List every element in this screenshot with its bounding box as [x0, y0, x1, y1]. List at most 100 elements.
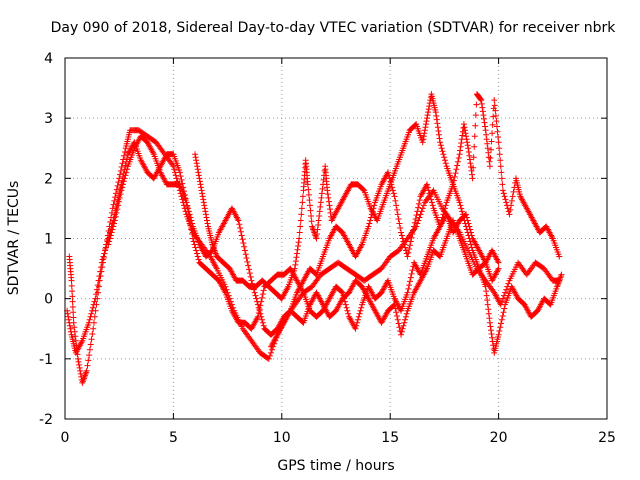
data-point: [122, 172, 129, 179]
data-point: [509, 193, 516, 200]
data-point: [183, 199, 190, 206]
data-point: [482, 127, 489, 134]
data-point: [113, 209, 120, 216]
data-point: [87, 341, 94, 348]
data-point: [189, 220, 196, 227]
data-point: [327, 209, 334, 216]
data-point: [439, 214, 446, 221]
data-point: [489, 334, 496, 341]
data-point: [97, 268, 104, 275]
data-point: [192, 151, 199, 158]
data-point: [185, 205, 192, 212]
data-point: [440, 211, 447, 218]
data-point: [427, 193, 434, 200]
data-point: [111, 220, 118, 227]
data-point: [318, 194, 325, 201]
data-point: [314, 230, 321, 237]
data-point: [238, 232, 245, 239]
data-point: [484, 140, 491, 147]
x-axis-label: GPS time / hours: [277, 458, 394, 474]
data-point: [109, 226, 116, 233]
data-points: [64, 91, 565, 386]
data-point: [429, 202, 436, 209]
data-point: [118, 187, 125, 194]
data-point: [484, 301, 491, 308]
data-point: [313, 235, 320, 242]
data-point: [200, 196, 207, 203]
data-point: [292, 258, 299, 265]
data-point: [176, 169, 183, 176]
data-point: [295, 243, 302, 250]
data-point: [327, 206, 334, 213]
data-point: [496, 145, 503, 152]
data-point: [500, 190, 507, 197]
axis-ticks: 0 5 10 15 20 25 -2 -1 0 1 2 3 4: [39, 51, 616, 446]
data-point: [101, 250, 108, 257]
data-point: [96, 273, 103, 280]
data-point: [420, 133, 427, 140]
data-point: [495, 265, 502, 272]
data-point: [111, 217, 118, 224]
data-point: [502, 289, 509, 296]
data-point: [420, 202, 427, 209]
data-point: [401, 241, 408, 248]
data-point: [291, 265, 298, 272]
data-point: [469, 175, 476, 182]
data-point: [324, 191, 331, 198]
data-point: [354, 316, 361, 323]
data-point: [408, 234, 415, 241]
data-point: [105, 241, 112, 248]
data-point: [433, 116, 440, 123]
data-point: [108, 229, 115, 236]
data-point: [393, 206, 400, 213]
data-point: [255, 304, 262, 311]
data-point: [461, 217, 468, 224]
data-point: [410, 227, 417, 234]
data-point: [392, 197, 399, 204]
data-point: [297, 217, 304, 224]
data-point: [485, 306, 492, 313]
data-point: [459, 132, 466, 139]
data-point: [391, 301, 398, 308]
data-point: [367, 217, 374, 224]
data-point: [500, 309, 507, 316]
data-point: [483, 288, 490, 295]
data-point: [192, 244, 199, 251]
data-point: [483, 131, 490, 138]
data-point: [432, 109, 439, 116]
data-point: [173, 175, 180, 182]
data-point: [194, 163, 201, 170]
data-point: [339, 289, 346, 296]
data-point: [459, 208, 466, 215]
y-axis-label: SDTVAR / TECUs: [6, 181, 22, 296]
data-point: [414, 208, 421, 215]
data-point: [393, 309, 400, 316]
data-point: [495, 139, 502, 146]
data-point: [392, 305, 399, 312]
data-point: [437, 142, 444, 149]
data-point: [244, 258, 251, 265]
data-point: [69, 303, 76, 310]
data-point: [464, 139, 471, 146]
data-point: [84, 362, 91, 369]
data-point: [441, 157, 448, 164]
data-point: [483, 136, 490, 143]
data-point: [305, 191, 312, 198]
data-point: [508, 197, 515, 204]
data-point: [69, 298, 76, 305]
x-tick-label: 15: [381, 430, 399, 446]
data-point: [75, 358, 82, 365]
data-point: [72, 333, 79, 340]
data-point: [506, 211, 513, 218]
data-point: [92, 295, 99, 302]
data-point: [390, 190, 397, 197]
data-point: [91, 298, 98, 305]
data-point: [461, 124, 468, 131]
data-point: [325, 198, 332, 205]
data-point: [252, 292, 259, 299]
data-point: [436, 135, 443, 142]
data-point: [493, 118, 500, 125]
data-point: [465, 232, 472, 239]
data-point: [85, 319, 92, 326]
data-point: [481, 119, 488, 126]
